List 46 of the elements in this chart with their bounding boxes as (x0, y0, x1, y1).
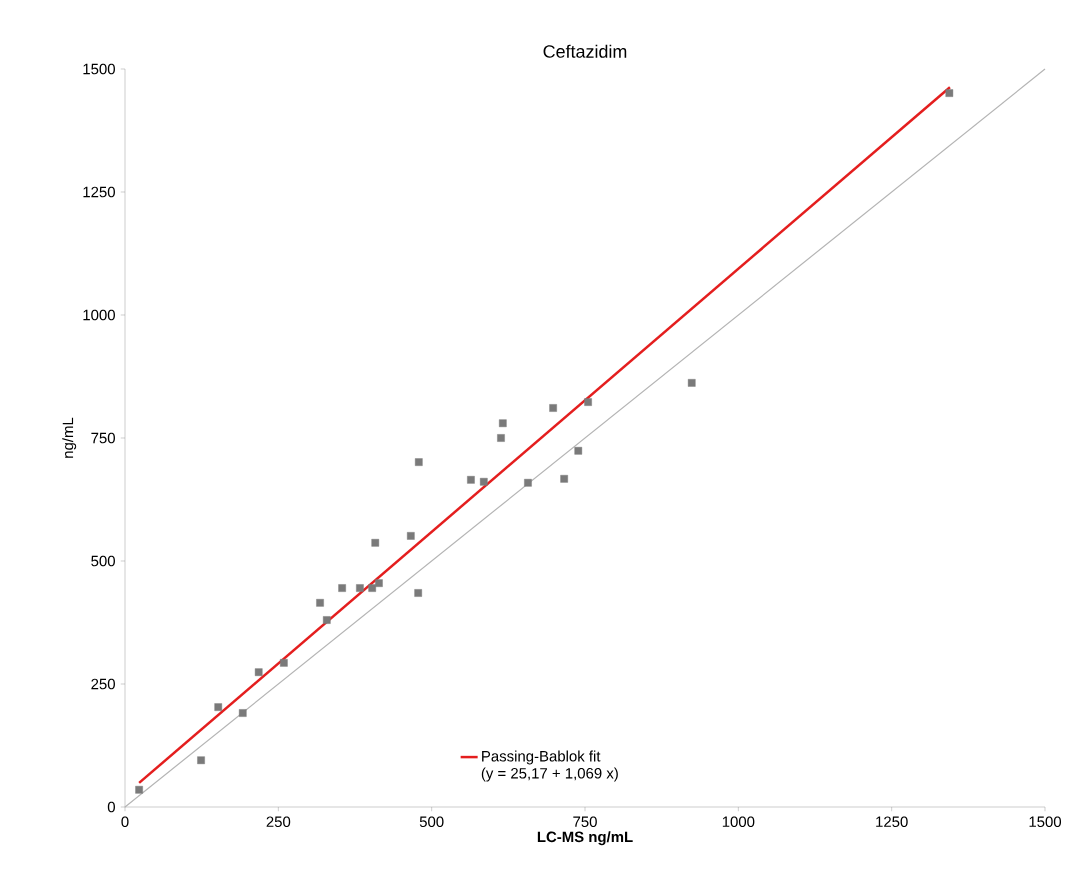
point (560, 475, 568, 483)
point (356, 584, 364, 592)
point (316, 599, 324, 607)
y-tick-label: 1000 (83, 309, 115, 321)
y-tick-label: 1250 (83, 186, 115, 198)
point (414, 458, 423, 466)
x-axis-title: LC-MS ng/mL (537, 831, 633, 846)
annotation: (y = 25,17 + 1,069 x) (481, 767, 618, 782)
x-tick-label: 750 (573, 816, 597, 828)
x-tick-label: 250 (266, 816, 291, 828)
point (368, 584, 376, 592)
point (371, 538, 380, 547)
x-tick-label: 1250 (876, 816, 908, 828)
x-tick-label: 0 (121, 816, 129, 828)
chart-title: Ceftazidim (543, 44, 627, 58)
point (375, 579, 383, 587)
x-tick-label: 1500 (1029, 816, 1062, 828)
point (322, 616, 331, 624)
point (254, 668, 263, 676)
point (524, 478, 532, 487)
y-tick-label: 0 (107, 801, 115, 813)
y-axis-title: ng/mL (62, 417, 77, 458)
point (338, 584, 346, 592)
point (549, 404, 557, 412)
point (238, 709, 247, 717)
x-tick-label: 1000 (722, 816, 755, 828)
point (135, 785, 143, 794)
y-tick-label: 750 (91, 432, 115, 444)
point (584, 398, 592, 406)
point (687, 379, 696, 387)
point (499, 419, 507, 428)
point (945, 89, 954, 97)
y-tick-label: 1500 (83, 63, 115, 75)
point (414, 589, 422, 597)
y-tick-label: 500 (91, 555, 115, 567)
y-tick-label: 250 (91, 678, 115, 690)
x-tick-label: 500 (419, 816, 444, 828)
point (197, 756, 205, 765)
point (280, 659, 288, 667)
point (214, 703, 223, 711)
point (467, 476, 475, 484)
point (574, 446, 583, 455)
point (497, 434, 505, 442)
legend-label: Passing-Bablok fit (482, 750, 601, 765)
point (407, 532, 415, 540)
point (480, 477, 488, 486)
